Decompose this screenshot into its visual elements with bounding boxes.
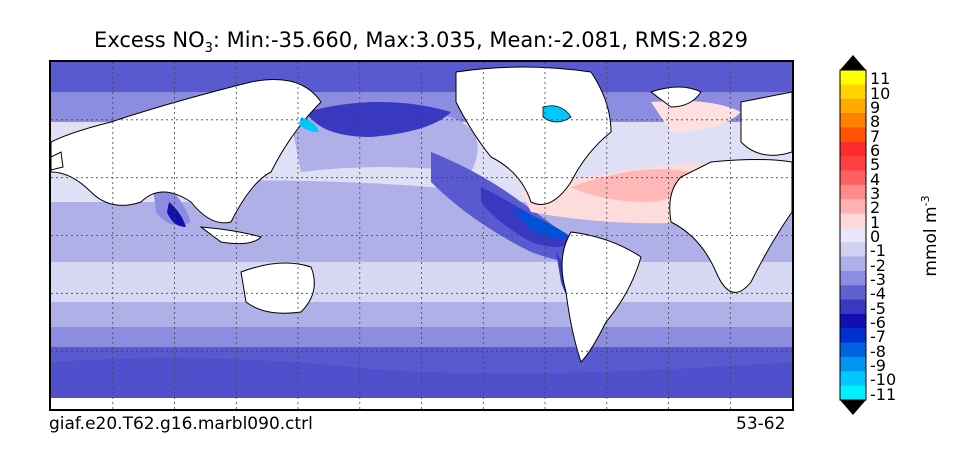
colorbar-segment (840, 342, 866, 358)
colorbar-tick-label: 3 (870, 183, 881, 203)
colorbar-tick-label: -11 (870, 384, 897, 404)
colorbar-segment (840, 356, 866, 372)
colorbar-segment (840, 270, 866, 286)
colorbar-tick-label: 11 (870, 69, 891, 89)
colorbar-segment (840, 156, 866, 171)
map-title: Excess NO3: Min:-35.660, Max:3.035, Mean… (94, 28, 748, 57)
colorbar-tick-label: 0 (870, 227, 881, 246)
eurasia (51, 79, 322, 224)
etp-minimum (511, 207, 571, 239)
colorbar-units: mmol m-3 (919, 195, 941, 277)
colorbar-segment (840, 98, 866, 114)
colorbar-segment (840, 127, 866, 143)
land-masses (51, 66, 792, 363)
colorbar-border (839, 69, 867, 401)
colorbar-segment (840, 242, 866, 258)
north-america (455, 66, 612, 205)
colorbar-tick-label: 10 (870, 83, 891, 103)
colorbar-segment (840, 227, 866, 243)
colorbar-tick-label: 4 (870, 169, 881, 189)
colorbar-tick-label: 7 (870, 126, 881, 146)
colorbar-tick-label: -9 (870, 356, 886, 376)
sea-of-okhotsk (299, 117, 319, 132)
colorbar-segment (840, 70, 866, 85)
colorbar-segment (840, 256, 866, 272)
colorbar-tick-label: -3 (870, 270, 886, 290)
colorbar-segment (840, 141, 866, 157)
colorbar (839, 55, 867, 415)
colorbar-segment (840, 313, 866, 329)
colorbar-tick-label: 6 (870, 140, 881, 160)
colorbar-under-arrow (840, 400, 866, 415)
colorbar-tick-label: -1 (870, 241, 886, 261)
colorbar-tick-label: -5 (870, 298, 886, 318)
years-label: 53-62 (736, 414, 786, 434)
excess-no3-field (51, 62, 792, 409)
colorbar-tick-label: 1 (870, 212, 881, 232)
colorbar-tick-label: 5 (870, 155, 881, 175)
south-america (561, 231, 642, 363)
colorbar-segment (840, 299, 866, 315)
colorbar-tick-label: -2 (870, 255, 886, 275)
map-panel (49, 60, 794, 411)
colorbar-segment (840, 170, 866, 186)
graticule (51, 62, 792, 409)
colorbar-over-arrow (840, 55, 866, 70)
colorbar-segment (840, 113, 866, 128)
colorbar-segment (840, 385, 866, 401)
colorbar-segment (840, 199, 866, 214)
colorbar-graphic (839, 55, 867, 415)
case-name-label: giaf.e20.T62.g16.marbl090.ctrl (49, 414, 313, 434)
colorbar-tick-label: -10 (870, 370, 897, 390)
colorbar-tick-label: 2 (870, 198, 881, 218)
colorbar-segment (840, 213, 866, 229)
colorbar-tick-label: -8 (870, 341, 886, 361)
colorbar-segment (840, 84, 866, 100)
colorbar-segment (840, 184, 866, 200)
europe (740, 91, 792, 156)
colorbar-tick-label: -4 (870, 284, 886, 304)
colorbar-segment (840, 285, 866, 301)
colorbar-segment (840, 371, 866, 387)
colorbar-tick-label: 8 (870, 112, 881, 132)
colorbar-tick-label: -7 (870, 327, 886, 347)
africa (669, 159, 792, 293)
colorbar-tick-label: 9 (870, 97, 881, 117)
colorbar-segment (840, 328, 866, 344)
australia (240, 262, 315, 314)
colorbar-tick-label: -6 (870, 313, 886, 333)
north-pacific-low (306, 102, 451, 137)
